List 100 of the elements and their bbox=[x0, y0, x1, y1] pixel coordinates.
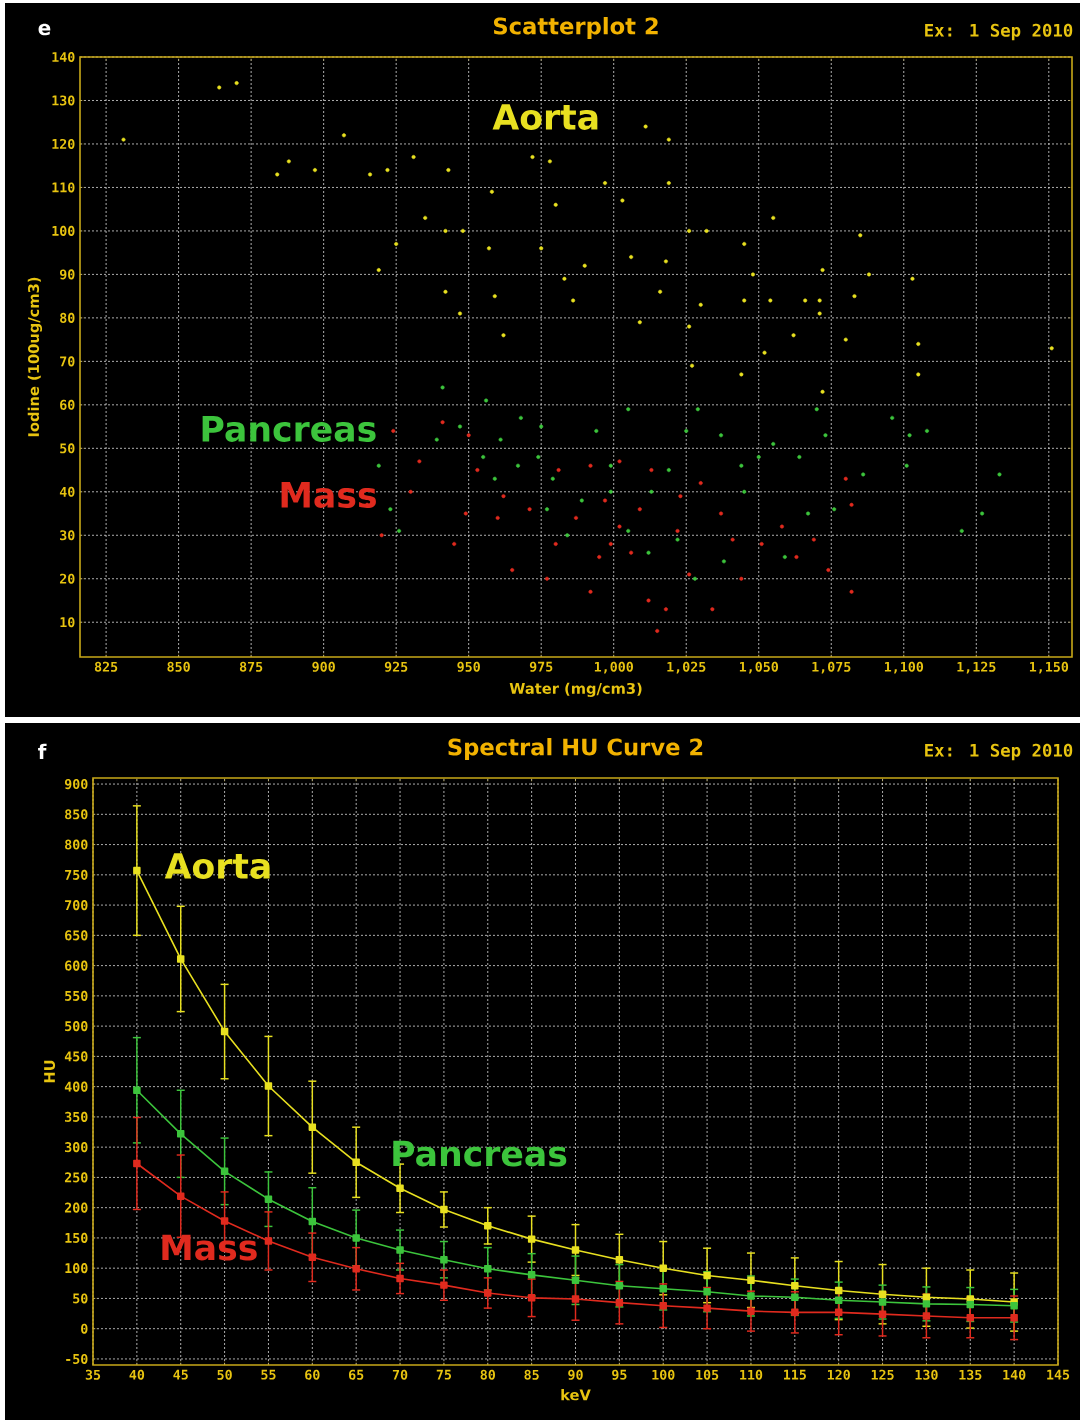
point bbox=[675, 537, 680, 542]
y-tick-label: 800 bbox=[65, 839, 88, 850]
point bbox=[771, 441, 776, 446]
x-axis-title: keV bbox=[561, 1389, 591, 1401]
x-tick-label: 1,050 bbox=[739, 661, 779, 674]
point bbox=[719, 511, 724, 516]
x-tick-label: 135 bbox=[959, 1369, 982, 1380]
y-tick-label: 60 bbox=[60, 399, 75, 410]
point bbox=[388, 507, 393, 512]
y-axis-title: Iodine (100ug/cm3) bbox=[27, 277, 43, 437]
y-tick-label: 500 bbox=[65, 1021, 88, 1032]
point bbox=[646, 598, 651, 603]
point bbox=[308, 1123, 317, 1131]
point bbox=[417, 459, 422, 464]
y-tick-label: 20 bbox=[59, 573, 75, 584]
point bbox=[823, 433, 828, 438]
point bbox=[176, 955, 185, 963]
point bbox=[571, 1276, 580, 1285]
point bbox=[527, 507, 532, 512]
chart-title: Scatterplot 2 bbox=[493, 17, 658, 39]
point bbox=[220, 1027, 229, 1036]
point bbox=[608, 463, 613, 468]
point bbox=[637, 507, 642, 512]
y-tick-label: 0 bbox=[81, 1323, 88, 1334]
point bbox=[659, 1301, 667, 1310]
point bbox=[544, 576, 549, 581]
x-tick-label: 925 bbox=[384, 661, 408, 672]
x-tick-label: 140 bbox=[1003, 1369, 1026, 1380]
x-tick-label: 70 bbox=[392, 1369, 408, 1380]
x-tick-label: 85 bbox=[524, 1369, 539, 1380]
y-tick-label: 300 bbox=[65, 1142, 88, 1153]
y-tick-label: 140 bbox=[52, 51, 75, 63]
point bbox=[501, 494, 506, 499]
point bbox=[574, 515, 579, 520]
y-tick-label: 30 bbox=[60, 530, 75, 541]
point bbox=[756, 455, 761, 460]
point bbox=[922, 1293, 931, 1301]
x-tick-label: 110 bbox=[740, 1369, 763, 1380]
point bbox=[742, 489, 747, 494]
x-tick-label: 825 bbox=[94, 661, 118, 672]
y-tick-label: 850 bbox=[65, 809, 88, 820]
y-tick-label: 100 bbox=[52, 225, 75, 236]
y-tick-label: 600 bbox=[65, 960, 88, 971]
point bbox=[440, 1281, 448, 1289]
point bbox=[747, 1292, 755, 1300]
x-tick-label: 1,025 bbox=[667, 661, 706, 674]
x-tick-label: 50 bbox=[217, 1369, 232, 1380]
x-tick-label: 80 bbox=[480, 1369, 496, 1380]
y-tick-label: 110 bbox=[52, 182, 75, 193]
point bbox=[826, 568, 831, 573]
point bbox=[849, 589, 854, 594]
point bbox=[698, 481, 703, 486]
point bbox=[878, 1290, 887, 1298]
point bbox=[791, 1281, 799, 1290]
y-tick-label: -50 bbox=[66, 1353, 88, 1364]
point bbox=[518, 415, 523, 420]
x-tick-label: 105 bbox=[696, 1369, 719, 1380]
y-tick-label: 350 bbox=[65, 1111, 88, 1122]
point bbox=[133, 1159, 141, 1168]
point bbox=[553, 541, 558, 546]
x-tick-label: 65 bbox=[349, 1369, 364, 1380]
text: Pancreas bbox=[393, 1140, 567, 1167]
y-tick-label: 550 bbox=[65, 990, 88, 1001]
point bbox=[834, 1296, 843, 1304]
point bbox=[379, 533, 384, 538]
point bbox=[484, 1222, 492, 1230]
series-label: Pancreas bbox=[202, 416, 376, 442]
point bbox=[655, 628, 660, 633]
point bbox=[527, 1271, 536, 1279]
point bbox=[527, 1235, 536, 1243]
point bbox=[666, 468, 671, 473]
x-tick-label: 35 bbox=[85, 1369, 101, 1380]
point bbox=[890, 415, 895, 420]
point bbox=[739, 576, 744, 581]
chart-title: Spectral HU Curve 2 bbox=[448, 738, 703, 760]
point bbox=[779, 524, 784, 529]
point bbox=[588, 589, 593, 594]
point bbox=[703, 1288, 711, 1296]
point bbox=[615, 1281, 624, 1290]
point bbox=[391, 428, 396, 433]
y-tick-label: 750 bbox=[65, 869, 88, 880]
point bbox=[440, 420, 445, 425]
point bbox=[457, 424, 462, 429]
point bbox=[133, 866, 141, 875]
point bbox=[556, 468, 561, 473]
point bbox=[176, 1130, 185, 1138]
point bbox=[791, 1308, 799, 1317]
x-tick-label: 90 bbox=[568, 1369, 583, 1380]
point bbox=[536, 455, 541, 460]
y-tick-label: 700 bbox=[65, 900, 88, 911]
x-tick-label: 60 bbox=[305, 1369, 320, 1380]
point bbox=[539, 424, 544, 429]
y-tick-label: 10 bbox=[60, 617, 75, 628]
point bbox=[703, 1271, 711, 1280]
point bbox=[675, 528, 680, 533]
y-tick-label: 650 bbox=[65, 930, 88, 941]
y-tick-label: 50 bbox=[73, 1293, 88, 1304]
y-tick-label: 450 bbox=[64, 1051, 88, 1062]
x-tick-label: 875 bbox=[239, 661, 263, 672]
x-axis-title: Water (mg/cm3) bbox=[509, 682, 642, 697]
